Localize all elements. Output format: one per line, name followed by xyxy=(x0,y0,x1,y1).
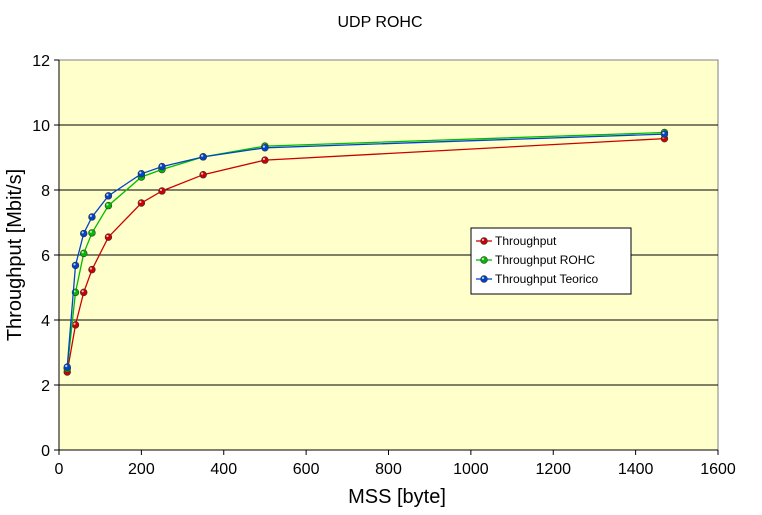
data-point xyxy=(104,201,113,210)
x-tick-label: 400 xyxy=(210,461,237,478)
data-point xyxy=(199,171,207,179)
data-point xyxy=(80,288,88,297)
y-tick-label: 2 xyxy=(41,378,50,395)
data-point xyxy=(71,321,80,329)
data-point xyxy=(158,162,166,171)
legend-label: Throughput ROHC xyxy=(495,253,595,267)
legend-item: Throughput Teorico xyxy=(476,272,599,286)
series-line xyxy=(66,131,665,369)
data-point xyxy=(158,187,166,195)
data-point xyxy=(71,261,80,270)
data-point xyxy=(88,213,96,221)
series-2 xyxy=(63,130,669,371)
series-group xyxy=(63,128,669,376)
x-tick-label: 1200 xyxy=(535,461,571,478)
y-axis-ticks: 0 2 4 6 8 10 12 xyxy=(32,53,59,460)
data-point xyxy=(660,130,669,138)
y-tick-label: 6 xyxy=(41,248,50,265)
x-tick-label: 1600 xyxy=(700,461,736,478)
chart-title: UDP ROHC xyxy=(337,14,422,31)
legend-item: Throughput xyxy=(476,234,557,248)
legend-marker xyxy=(480,275,488,283)
series-line xyxy=(66,133,665,368)
data-point xyxy=(80,229,88,238)
x-tick-label: 200 xyxy=(128,461,155,478)
legend-box xyxy=(470,227,632,295)
x-tick-label: 600 xyxy=(293,461,320,478)
data-point xyxy=(261,144,269,152)
data-point xyxy=(199,153,207,161)
legend-marker xyxy=(480,237,488,245)
legend-item: Throughput ROHC xyxy=(476,253,595,267)
y-tick-label: 10 xyxy=(32,118,50,135)
y-tick-label: 0 xyxy=(41,443,50,460)
data-point xyxy=(261,156,269,164)
y-tick-label: 8 xyxy=(41,183,50,200)
data-point xyxy=(104,192,113,200)
data-point xyxy=(63,363,71,371)
x-tick-label: 1400 xyxy=(618,461,654,478)
x-tick-label: 800 xyxy=(375,461,402,478)
legend: Throughput Throughput ROHC Throughput Teor… xyxy=(470,227,632,295)
legend-label: Throughput Teorico xyxy=(495,272,599,286)
data-point xyxy=(80,249,88,258)
y-tick-label: 12 xyxy=(32,53,50,70)
data-point xyxy=(137,199,146,207)
data-point xyxy=(88,229,96,237)
x-tick-label: 0 xyxy=(55,461,64,478)
data-point xyxy=(137,170,146,178)
legend-label: Throughput xyxy=(495,234,557,248)
y-axis-label: Throughput [Mbit/s] xyxy=(4,169,26,341)
x-tick-label: 1000 xyxy=(453,461,489,478)
legend-marker xyxy=(480,256,488,264)
x-axis-label: MSS [byte] xyxy=(348,486,446,508)
series-line xyxy=(66,137,665,373)
grid-lines xyxy=(59,124,718,386)
y-tick-label: 4 xyxy=(41,313,50,330)
x-axis-ticks: 0 200 400 600 800 1000 1200 1400 1600 xyxy=(55,450,736,478)
data-point xyxy=(88,265,96,274)
data-point xyxy=(104,233,113,241)
